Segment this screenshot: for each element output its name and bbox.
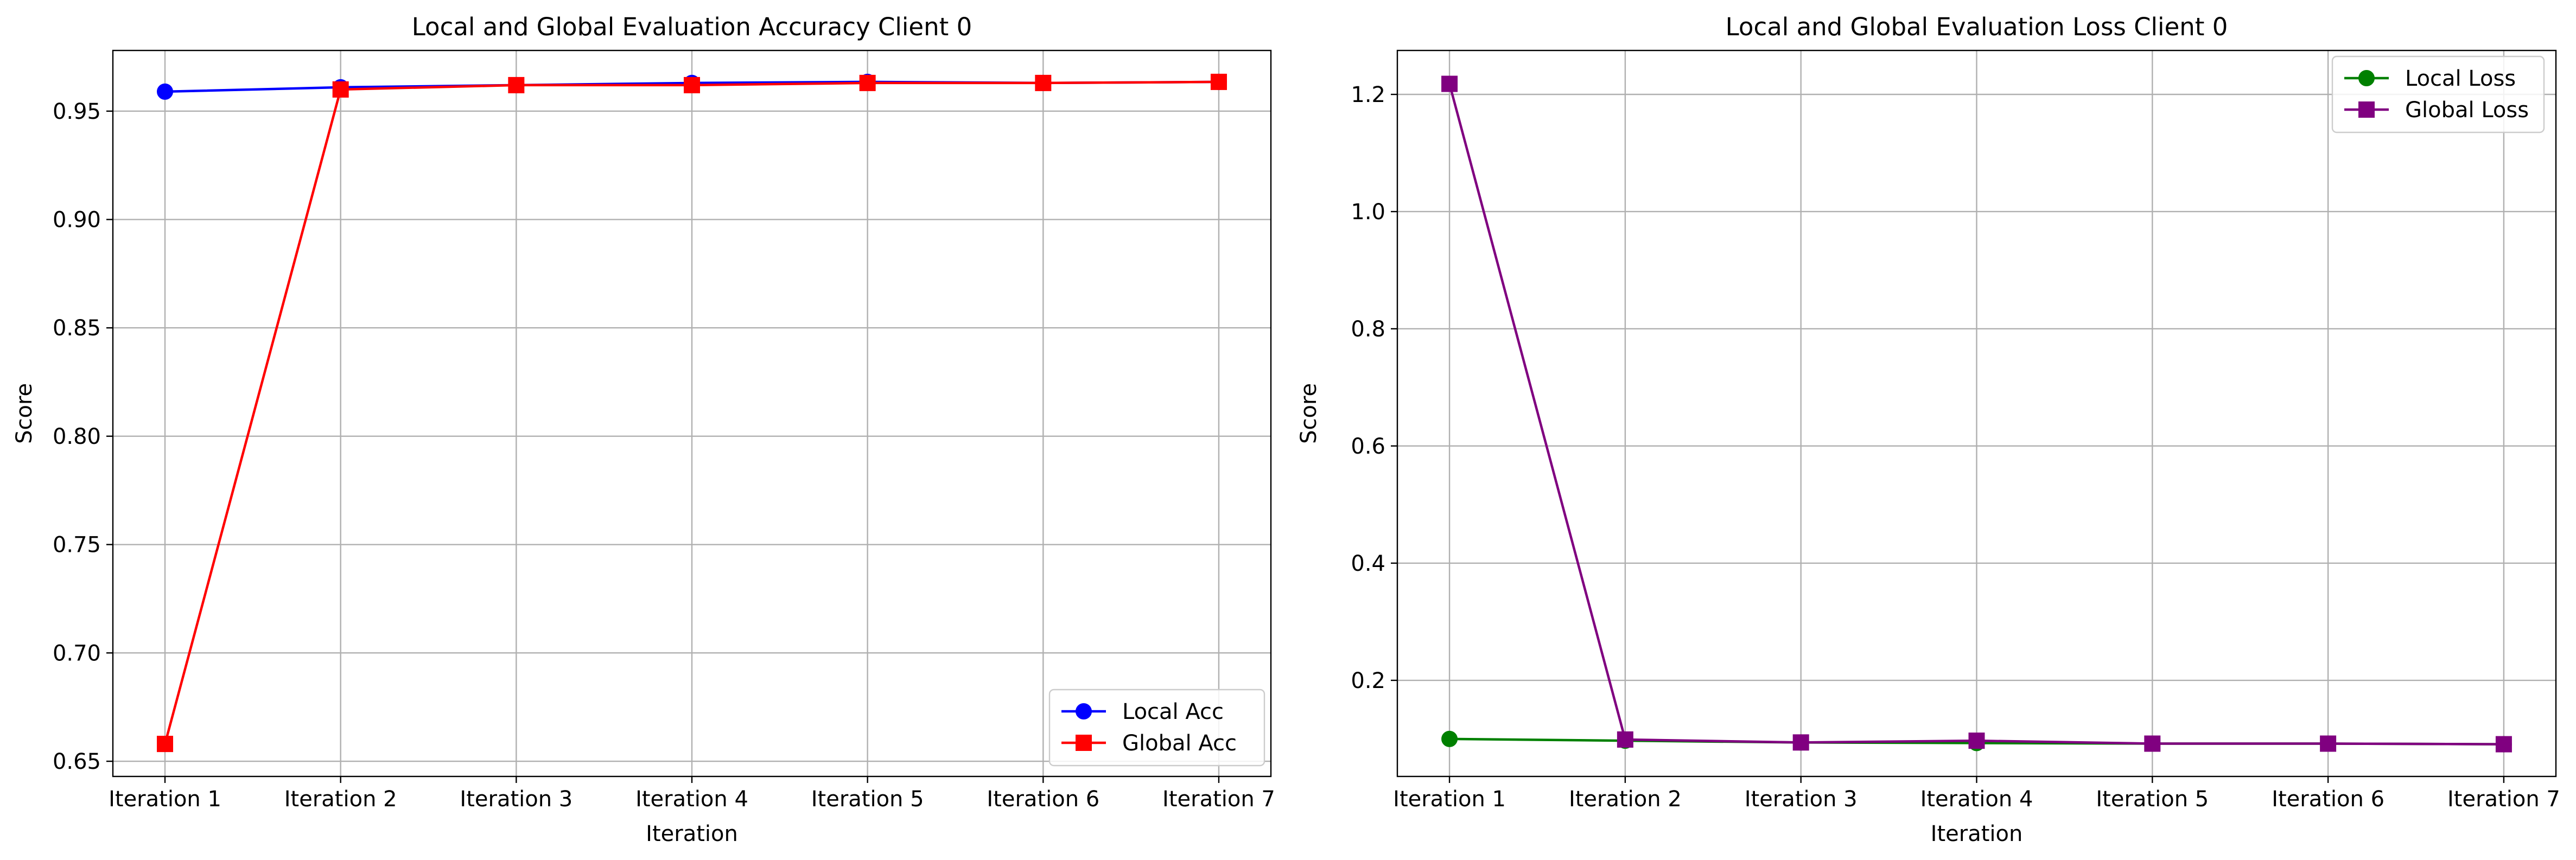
chart-2-ytick-label-2: 0.4 bbox=[1351, 551, 1385, 576]
chart-2-ytick-label-4: 0.8 bbox=[1351, 317, 1385, 342]
chart-1-legend-global-acc-swatch-point-1 bbox=[1076, 735, 1092, 751]
chart-1-ylabel: Score bbox=[12, 383, 37, 444]
chart-1-ytick-label-7: 0.95 bbox=[53, 99, 101, 124]
chart-2-series-global-loss-point-2 bbox=[1617, 731, 1633, 748]
chart-1-ytick-label-3: 0.75 bbox=[53, 533, 101, 558]
chart-2-legend-local-loss-swatch-point-1 bbox=[2358, 70, 2375, 86]
chart-2-xtick-label-1: Iteration 1 bbox=[1393, 787, 1506, 812]
chart-2-series-local-loss-point-1 bbox=[1441, 730, 1458, 747]
chart-2-xtick-label-5: Iteration 5 bbox=[2096, 787, 2209, 812]
chart-1-xtick-label-2: Iteration 2 bbox=[284, 787, 397, 812]
chart-2-legend-local-loss-label: Local Loss bbox=[2405, 66, 2516, 91]
chart-1-xtick-label-3: Iteration 3 bbox=[460, 787, 573, 812]
chart-2-series-global-loss-point-3 bbox=[1792, 734, 1809, 751]
chart-1-xtick-label-1: Iteration 1 bbox=[109, 787, 221, 812]
chart-2-legend-global-loss-label: Global Loss bbox=[2405, 98, 2529, 123]
chart-2-title: Local and Global Evaluation Loss Client … bbox=[1726, 12, 2228, 41]
chart-2-ytick-label-5: 1.0 bbox=[1351, 200, 1385, 225]
chart-2-series-global-loss-point-7 bbox=[2495, 736, 2512, 753]
chart-1-series-global-acc-point-1 bbox=[157, 736, 174, 753]
chart-2-series-global-loss-point-4 bbox=[1968, 732, 1985, 749]
chart-1-legend-global-acc-label: Global Acc bbox=[1122, 731, 1237, 756]
chart-2-xtick-label-2: Iteration 2 bbox=[1569, 787, 1682, 812]
chart-2-ytick-label-3: 0.6 bbox=[1351, 434, 1385, 459]
chart-1-legend-box bbox=[1048, 689, 1265, 767]
chart-1-xtick-label-7: Iteration 7 bbox=[1162, 787, 1275, 812]
chart-2-xtick-label-7: Iteration 7 bbox=[2447, 787, 2560, 812]
chart-1-ytick-label-6: 0.90 bbox=[53, 208, 101, 233]
chart-1-series-global-acc-point-5 bbox=[859, 74, 876, 91]
chart-2-legend-global-loss-swatch-point-1 bbox=[2358, 101, 2375, 118]
chart-1-xtick-label-4: Iteration 4 bbox=[635, 787, 748, 812]
chart-2-series-global-loss-point-6 bbox=[2320, 735, 2337, 752]
chart-1-series-global-acc-point-2 bbox=[332, 81, 349, 98]
chart-1-legend: Local Acc Global Acc bbox=[1048, 689, 1265, 767]
chart-1-ytick-label-2: 0.70 bbox=[53, 641, 101, 666]
chart-1-xlabel: Iteration bbox=[646, 821, 738, 846]
chart-2-xtick-label-3: Iteration 3 bbox=[1745, 787, 1858, 812]
chart-1-series-global-acc-point-6 bbox=[1035, 74, 1052, 91]
chart-2-ytick-label-1: 0.2 bbox=[1351, 668, 1385, 693]
chart-1-series-global-acc-point-3 bbox=[508, 77, 525, 93]
chart-1-xtick-label-6: Iteration 6 bbox=[987, 787, 1099, 812]
chart-1-ytick-label-1: 0.65 bbox=[53, 749, 101, 774]
chart-2-xtick-label-4: Iteration 4 bbox=[1920, 787, 2033, 812]
chart-2-series-global-loss-point-5 bbox=[2144, 735, 2161, 752]
chart-1-legend-local-acc-label: Local Acc bbox=[1122, 699, 1224, 724]
chart-1-ytick-label-4: 0.80 bbox=[53, 424, 101, 449]
chart-2-legend: Local Loss Global Loss bbox=[2331, 55, 2545, 133]
chart-2-ytick-label-6: 1.2 bbox=[1351, 82, 1385, 107]
chart-2-xtick-label-6: Iteration 6 bbox=[2272, 787, 2384, 812]
chart-1-legend-local-acc-swatch-point-1 bbox=[1076, 703, 1092, 719]
chart-2-xlabel: Iteration bbox=[1931, 821, 2023, 846]
chart-1-series-local-acc-point-1 bbox=[157, 83, 174, 100]
chart-2-series-global-loss-point-1 bbox=[1441, 75, 1458, 92]
chart-2-ylabel: Score bbox=[1296, 383, 1321, 444]
chart-1-series-global-acc-point-4 bbox=[684, 77, 700, 93]
chart-1: Iteration 1 Iteration 2 Iteration 3 Iterati… bbox=[12, 12, 1275, 846]
chart-1-ytick-label-5: 0.85 bbox=[53, 316, 101, 341]
chart-1-xtick-label-5: Iteration 5 bbox=[811, 787, 924, 812]
chart-1-series-global-acc-point-7 bbox=[1210, 73, 1227, 90]
chart-1-title: Local and Global Evaluation Accuracy Cli… bbox=[412, 12, 972, 41]
chart-2-legend-box bbox=[2331, 55, 2545, 133]
chart-2: Iteration 1 Iteration 2 Iteration 3 Iterati… bbox=[1296, 12, 2560, 846]
